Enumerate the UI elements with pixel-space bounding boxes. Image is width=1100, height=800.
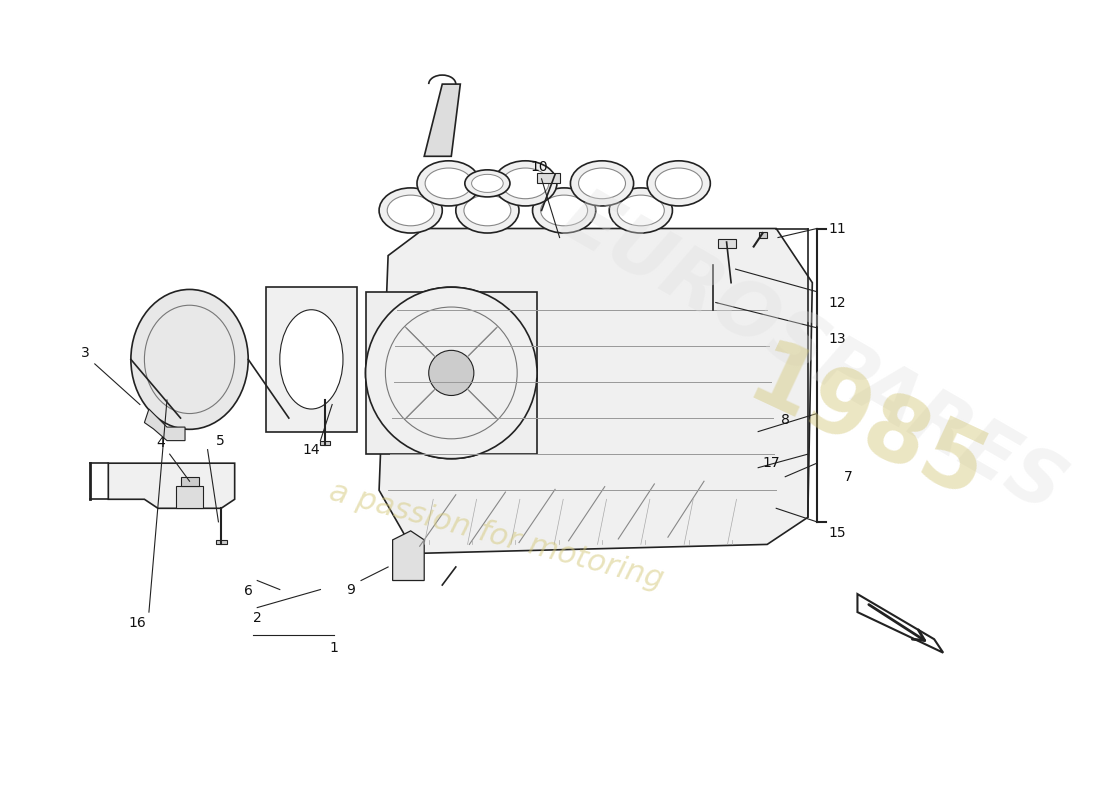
Ellipse shape [464, 195, 510, 226]
Polygon shape [759, 232, 767, 238]
Polygon shape [108, 463, 234, 508]
Ellipse shape [465, 170, 510, 197]
Text: 5: 5 [216, 434, 224, 448]
Ellipse shape [379, 188, 442, 233]
Ellipse shape [425, 168, 472, 198]
Circle shape [426, 348, 476, 398]
Polygon shape [266, 287, 356, 431]
Ellipse shape [571, 161, 634, 206]
Ellipse shape [617, 195, 664, 226]
Ellipse shape [417, 161, 481, 206]
Ellipse shape [387, 195, 434, 226]
Text: 16: 16 [129, 616, 146, 630]
Ellipse shape [494, 161, 557, 206]
Text: EUROSPARES: EUROSPARES [549, 181, 1076, 529]
Polygon shape [176, 486, 204, 508]
Ellipse shape [131, 290, 249, 430]
Circle shape [429, 350, 474, 395]
Ellipse shape [540, 195, 587, 226]
Ellipse shape [609, 188, 672, 233]
Text: 7: 7 [844, 470, 852, 484]
Circle shape [365, 287, 537, 458]
Text: 12: 12 [828, 295, 846, 310]
Ellipse shape [455, 188, 519, 233]
Text: 14: 14 [302, 442, 320, 457]
Polygon shape [425, 84, 460, 156]
Polygon shape [365, 292, 537, 454]
Text: 2: 2 [253, 611, 262, 626]
Text: 4: 4 [156, 436, 165, 450]
Text: 1: 1 [330, 642, 339, 655]
Polygon shape [144, 409, 185, 441]
Polygon shape [717, 239, 736, 248]
Text: 11: 11 [828, 222, 847, 235]
Text: 10: 10 [531, 160, 549, 174]
Polygon shape [537, 173, 560, 183]
Text: 13: 13 [828, 332, 846, 346]
Text: 17: 17 [763, 456, 781, 470]
Polygon shape [379, 229, 812, 554]
Polygon shape [393, 531, 425, 581]
Text: 15: 15 [828, 526, 846, 540]
Ellipse shape [647, 161, 711, 206]
Polygon shape [858, 594, 943, 653]
Text: 6: 6 [244, 584, 253, 598]
Ellipse shape [656, 168, 702, 198]
Ellipse shape [279, 310, 343, 409]
Ellipse shape [502, 168, 549, 198]
Ellipse shape [294, 334, 339, 384]
Text: 9: 9 [345, 582, 354, 597]
Ellipse shape [579, 168, 626, 198]
Text: 1985: 1985 [734, 334, 999, 520]
Circle shape [365, 287, 537, 458]
Ellipse shape [532, 188, 596, 233]
Polygon shape [216, 540, 227, 545]
Text: 8: 8 [781, 413, 790, 427]
Text: 3: 3 [81, 346, 90, 360]
Text: a passion for motoring: a passion for motoring [326, 477, 667, 594]
Polygon shape [319, 441, 330, 445]
Polygon shape [180, 477, 199, 486]
Ellipse shape [472, 174, 503, 193]
